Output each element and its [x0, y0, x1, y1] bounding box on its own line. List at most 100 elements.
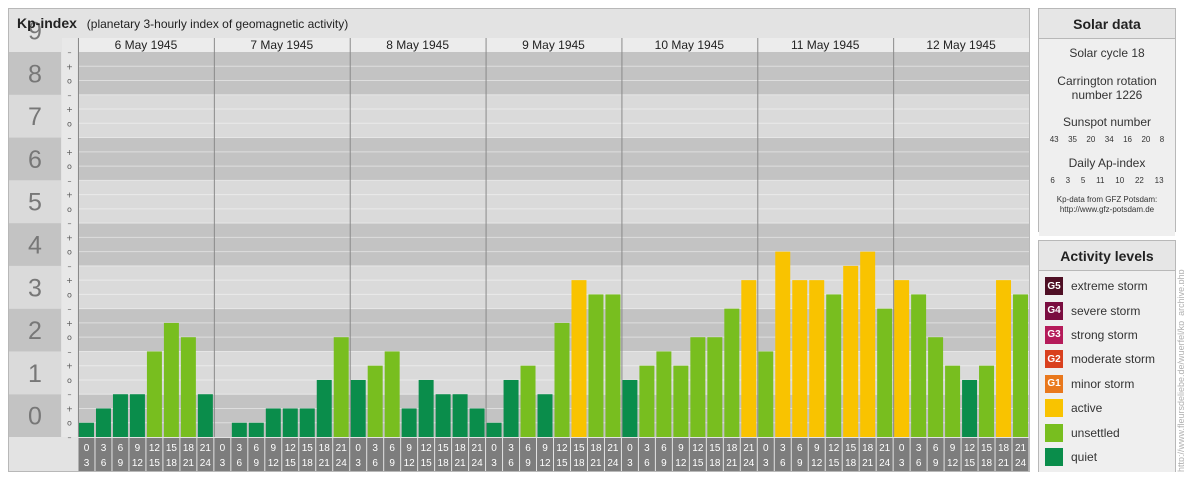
hour-box — [231, 438, 248, 471]
hour-end-label: 24 — [879, 458, 891, 469]
kp-band — [78, 52, 1029, 95]
hour-box — [401, 438, 418, 471]
hour-end-label: 6 — [508, 458, 514, 469]
hour-end-label: 21 — [455, 458, 467, 469]
kp-bar — [452, 394, 468, 437]
kp-bar — [758, 351, 774, 437]
solar-data-heading: Solar data — [1039, 9, 1175, 39]
sunspot-value: 35 — [1068, 135, 1077, 144]
kp-bar — [826, 294, 842, 437]
watermark-url: http://www.fleursdeliebe.de/wuerfel/kp_a… — [1176, 269, 1184, 472]
hour-start-label: 6 — [525, 443, 531, 454]
hour-box — [316, 438, 333, 471]
hour-box — [333, 438, 350, 471]
kp-subtick-label: + — [66, 404, 73, 413]
hour-end-label: 3 — [220, 458, 226, 469]
chart-title-main: Kp-index — [17, 15, 77, 31]
hour-box — [1012, 438, 1029, 471]
hour-start-label: 9 — [678, 443, 684, 454]
hour-box — [180, 438, 197, 471]
chart-subtitle: (planetary 3-hourly index of geomagnetic… — [86, 17, 349, 31]
kp-bar — [741, 280, 757, 437]
sunspot-value: 43 — [1049, 135, 1059, 144]
hour-end-label: 21 — [319, 458, 331, 469]
level-label: moderate storm — [1071, 352, 1156, 367]
kp-bar — [690, 337, 706, 437]
kp-tick-label: 0 — [28, 403, 42, 431]
kp-band — [78, 180, 1029, 224]
hour-box — [893, 438, 910, 471]
kp-bar — [996, 280, 1012, 437]
source-link[interactable]: http://www.gfz-potsdam.de — [1059, 205, 1155, 214]
hour-start-label: 21 — [1015, 443, 1027, 454]
hour-start-label: 9 — [271, 443, 277, 454]
hour-end-label: 18 — [845, 458, 857, 469]
carrington-line1: Carrington rotation — [1057, 74, 1157, 88]
hour-box — [876, 438, 893, 471]
kp-bar — [146, 351, 162, 437]
day-label: 7 May 1945 — [250, 38, 313, 52]
level-swatch — [1045, 423, 1063, 442]
hour-end-label: 9 — [389, 458, 395, 469]
kp-bar — [656, 351, 672, 437]
hour-start-label: 9 — [814, 443, 820, 454]
level-minor-storm: G1 minor storm — [1039, 372, 1175, 396]
kp-bar — [622, 379, 638, 437]
hour-end-label: 24 — [200, 458, 212, 469]
kp-bar — [401, 408, 417, 437]
sunspot-value: 20 — [1086, 135, 1096, 144]
hour-end-label: 24 — [743, 458, 755, 469]
kp-bar — [469, 408, 485, 437]
hour-end-label: 3 — [84, 458, 90, 469]
subtick-column — [62, 38, 77, 437]
level-severe-storm: G4 severe storm — [1039, 298, 1175, 322]
hour-start-label: 15 — [166, 443, 178, 454]
hour-end-label: 18 — [981, 458, 993, 469]
hour-start-label: 0 — [84, 443, 90, 454]
level-swatch: G3 — [1045, 325, 1063, 344]
kp-bar — [282, 408, 298, 437]
hour-end-label: 15 — [964, 458, 976, 469]
kp-subtick-label: o — [67, 248, 72, 257]
chart-title: Kp-index (planetary 3-hourly index of ge… — [17, 15, 348, 31]
hour-box — [910, 438, 927, 471]
hour-box — [927, 438, 944, 471]
hour-box — [418, 438, 435, 471]
hour-start-label: 6 — [389, 443, 395, 454]
hour-start-label: 6 — [797, 443, 803, 454]
hour-start-label: 15 — [981, 443, 993, 454]
kp-chart: 0123456789–o+–o+–o+–o+–o+–o+–o+–o+–o+–6 … — [9, 18, 1029, 471]
kp-subtick-label: + — [66, 319, 73, 328]
hour-start-label: 0 — [627, 443, 633, 454]
level-swatch: G1 — [1045, 374, 1063, 393]
kp-subtick-label: o — [67, 290, 72, 299]
sunspot-values: 43 35 20 34 16 20 8 — [1039, 135, 1175, 144]
kp-bar — [894, 280, 910, 437]
activity-levels-panel: Activity levels G5 extreme storm G4 seve… — [1038, 240, 1176, 472]
kp-bar — [333, 337, 349, 437]
hour-box — [723, 438, 740, 471]
kp-tick-label: 1 — [28, 360, 42, 388]
hour-box — [520, 438, 537, 471]
level-badge: G2 — [1047, 353, 1061, 365]
kp-subtick-label: o — [67, 77, 72, 86]
level-label: extreme storm — [1071, 279, 1148, 294]
hour-box — [672, 438, 689, 471]
kp-subtick-label: – — [68, 134, 72, 143]
hour-start-label: 18 — [726, 443, 738, 454]
hour-start-label: 15 — [302, 443, 314, 454]
kp-bar — [486, 422, 502, 437]
hour-box — [689, 438, 706, 471]
kp-bar — [79, 422, 94, 437]
hour-box — [248, 438, 265, 471]
hour-start-label: 0 — [899, 443, 905, 454]
hour-start-label: 18 — [319, 443, 331, 454]
hour-start-label: 0 — [763, 443, 769, 454]
hour-end-label: 21 — [590, 458, 602, 469]
hour-end-label: 18 — [166, 458, 178, 469]
hour-end-label: 9 — [118, 458, 124, 469]
hour-start-label: 6 — [118, 443, 124, 454]
kp-bar — [588, 294, 604, 437]
kp-bar — [129, 394, 145, 437]
kp-subtick-label: – — [68, 347, 72, 356]
